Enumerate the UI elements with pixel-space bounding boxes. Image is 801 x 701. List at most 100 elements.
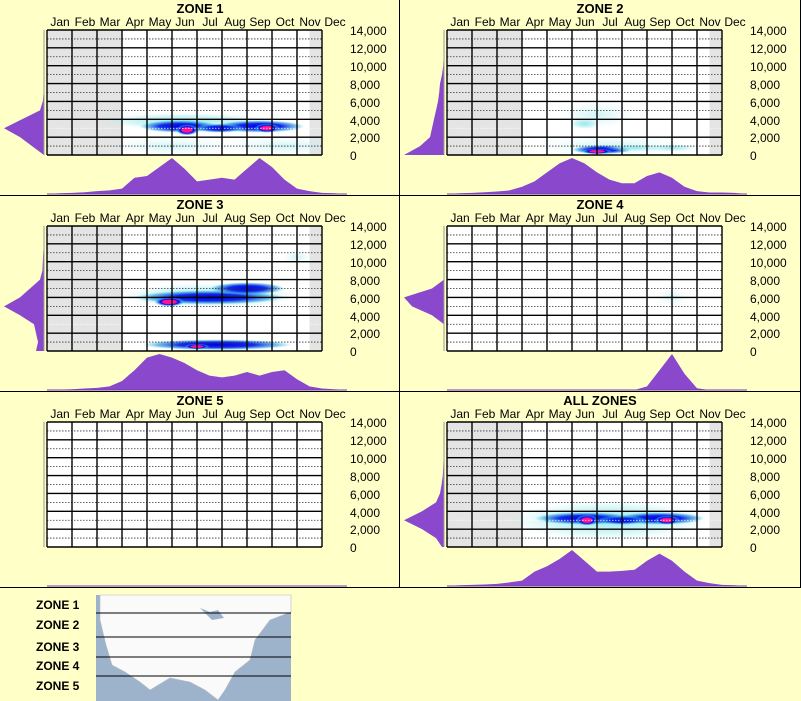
month-label: Jun — [175, 407, 195, 421]
month-label: Aug — [224, 15, 246, 29]
heatmap-plot — [4, 29, 347, 195]
month-label: Feb — [74, 407, 96, 421]
zone-panel: ZONE 3 Jan Feb Mar Apr May Jun Jul Aug Sep Oct Nov D… — [0, 196, 400, 392]
month-label: Jun — [575, 15, 595, 29]
month-label: May — [548, 211, 572, 225]
month-label: Dec — [724, 407, 746, 421]
month-label: Mar — [499, 15, 521, 29]
month-label: Jul — [202, 211, 218, 225]
heat-blob — [575, 514, 599, 526]
month-label: Aug — [624, 211, 646, 225]
month-label: Feb — [474, 407, 496, 421]
month-label: Sep — [249, 15, 271, 29]
panel-title: ZONE 4 — [576, 197, 624, 212]
y-tick-label: 10,000 — [750, 59, 787, 74]
y-tick-label: 4,000 — [750, 309, 781, 324]
month-label: Mar — [99, 211, 121, 225]
elevation-density-curve — [4, 30, 44, 155]
month-label: Sep — [649, 407, 671, 421]
month-label: Jun — [575, 211, 595, 225]
y-tick-label: 14,000 — [750, 24, 787, 38]
zone-panel: ZONE 5 Jan Feb Mar Apr May Jun Jul Aug Sep Oct Nov D… — [0, 392, 400, 588]
y-tick-label: 14,000 — [750, 416, 787, 430]
panel-title: ZONE 5 — [176, 393, 224, 408]
heat-blob — [154, 297, 185, 307]
month-label: Sep — [249, 211, 271, 225]
month-label: Jan — [450, 407, 470, 421]
month-label: Oct — [675, 15, 695, 29]
y-tick-label: 8,000 — [750, 77, 781, 92]
zone-panel: ALL ZONES Jan Feb Mar Apr May Jun Jul Aug Sep Oct N… — [400, 392, 801, 588]
zone-panel: ZONE 2 Jan Feb Mar Apr May Jun Jul Aug Sep Oct Nov D… — [400, 0, 801, 196]
off-season-shade — [309, 226, 322, 351]
elevation-density-curve — [4, 226, 44, 351]
off-season-shade — [709, 422, 722, 547]
month-label: Nov — [699, 407, 721, 421]
y-tick-label: 8,000 — [350, 273, 381, 288]
month-label: May — [548, 407, 572, 421]
month-label: Oct — [275, 211, 295, 225]
y-tick-label: 4,000 — [750, 113, 781, 128]
plot-background — [447, 226, 722, 351]
y-tick-label: 10,000 — [350, 451, 387, 466]
month-label: Jun — [175, 211, 195, 225]
y-tick-label: 10,000 — [750, 451, 787, 466]
month-label: Jan — [450, 15, 470, 29]
month-label: Jan — [50, 15, 70, 29]
month-label: Jul — [602, 407, 618, 421]
y-tick-label: 12,000 — [350, 433, 387, 448]
month-label: Aug — [624, 407, 646, 421]
y-tick-label: 4,000 — [350, 113, 381, 128]
y-tick-label: 6,000 — [750, 95, 781, 110]
month-label: Jun — [175, 15, 195, 29]
y-tick-label: 0 — [750, 541, 757, 556]
month-label: Apr — [125, 15, 145, 29]
panel-title: ZONE 2 — [576, 1, 624, 16]
panel-title: ZONE 1 — [176, 1, 224, 16]
heat-blob — [569, 118, 600, 130]
elevation-density-curve — [404, 226, 444, 351]
month-label: Jul — [202, 15, 218, 29]
off-season-shade — [309, 30, 322, 155]
month-density-curve — [47, 354, 347, 390]
month-label: Aug — [224, 407, 246, 421]
month-label: Nov — [299, 407, 321, 421]
y-tick-label: 12,000 — [750, 237, 787, 252]
month-density-curve — [447, 550, 747, 586]
y-tick-label: 0 — [750, 345, 757, 360]
month-label: Mar — [499, 211, 521, 225]
month-label: Oct — [675, 211, 695, 225]
y-tick-label: 8,000 — [350, 77, 381, 92]
month-label: Aug — [224, 211, 246, 225]
month-label: Apr — [525, 211, 545, 225]
y-tick-label: 0 — [750, 149, 757, 164]
zone-label: ZONE 5 — [36, 679, 80, 693]
heat-blob — [142, 339, 292, 351]
month-label: Mar — [99, 15, 121, 29]
y-tick-label: 14,000 — [750, 220, 787, 234]
plot-background — [47, 422, 322, 547]
y-tick-label: 4,000 — [750, 505, 781, 520]
month-label: Sep — [249, 407, 271, 421]
y-tick-label: 2,000 — [750, 523, 781, 538]
y-tick-label: 2,000 — [350, 327, 381, 342]
zone-panel: ZONE 1 Jan Feb Mar Apr May Jun Jul Aug Sep Oct Nov D… — [0, 0, 400, 196]
month-label: Jul — [602, 15, 618, 29]
y-tick-label: 0 — [350, 345, 357, 360]
month-label: Sep — [649, 15, 671, 29]
y-tick-label: 2,000 — [350, 523, 381, 538]
month-density-curve — [447, 158, 747, 194]
heat-blob — [175, 124, 199, 136]
month-label: Aug — [624, 15, 646, 29]
month-label: Feb — [474, 211, 496, 225]
y-tick-label: 12,000 — [750, 433, 787, 448]
month-label: Dec — [324, 15, 346, 29]
heatmap-plot — [404, 421, 747, 587]
y-tick-label: 6,000 — [350, 291, 381, 306]
zone-panel: ZONE 4 Jan Feb Mar Apr May Jun Jul Aug Sep Oct Nov D… — [400, 196, 801, 392]
y-tick-label: 12,000 — [350, 41, 387, 56]
heatmap-plot — [43, 421, 347, 587]
month-label: Dec — [724, 15, 746, 29]
